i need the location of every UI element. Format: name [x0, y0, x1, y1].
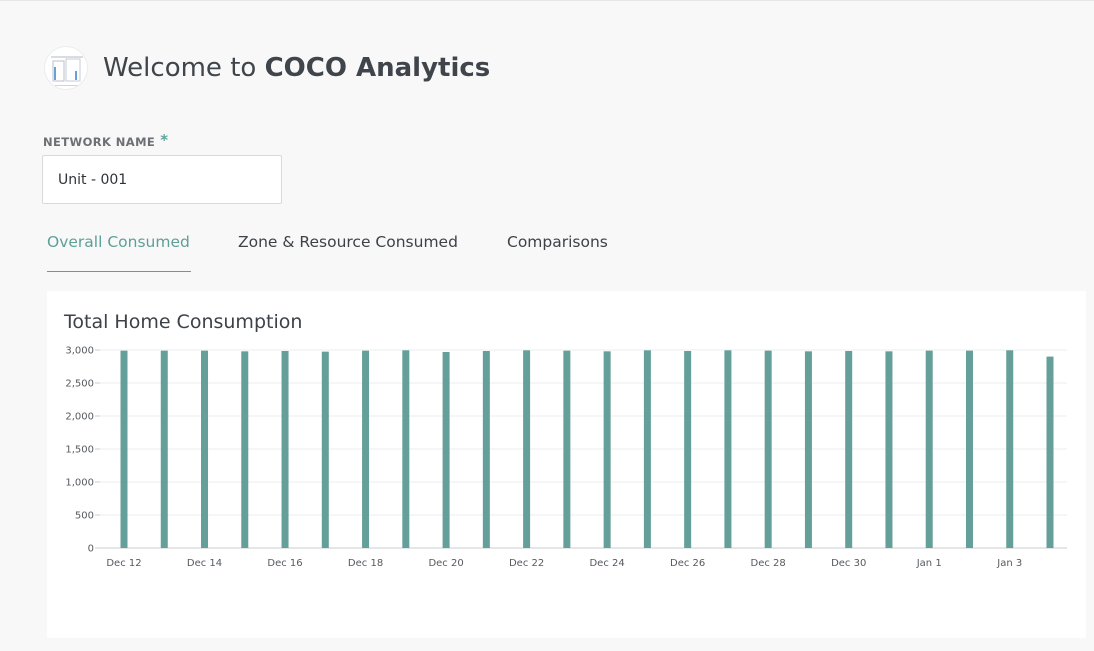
bar[interactable] — [120, 350, 128, 548]
y-tick-label: 0 — [88, 544, 94, 555]
bar[interactable] — [885, 351, 893, 548]
tab-overall-consumed[interactable]: Overall Consumed — [47, 224, 191, 272]
y-tick-label: 1,000 — [65, 478, 94, 489]
y-tick-label: 2,500 — [65, 379, 94, 390]
page-header: Welcome to COCO Analytics — [44, 44, 490, 92]
bar[interactable] — [201, 350, 209, 548]
x-tick-label: Jan 1 — [916, 558, 942, 569]
y-tick-label: 500 — [75, 511, 94, 522]
app-logo — [44, 46, 88, 90]
network-name-label-text: NETWORK NAME — [43, 135, 156, 149]
x-tick-label: Jan 3 — [996, 558, 1022, 569]
bar[interactable] — [845, 350, 853, 548]
bar[interactable] — [1046, 356, 1054, 548]
bar[interactable] — [965, 350, 973, 548]
y-tick-label: 2,000 — [65, 412, 94, 423]
bar[interactable] — [402, 350, 410, 548]
bar[interactable] — [804, 351, 812, 548]
bar[interactable] — [362, 350, 370, 548]
x-tick-label: Dec 24 — [589, 558, 624, 569]
x-tick-label: Dec 22 — [509, 558, 544, 569]
bar[interactable] — [482, 350, 490, 548]
x-tick-label: Dec 30 — [831, 558, 866, 569]
required-mark: * — [160, 131, 169, 149]
x-tick-label: Dec 18 — [348, 558, 383, 569]
chart-card: Total Home Consumption 0 500 1,000 1,500 2,0… — [47, 291, 1086, 638]
x-tick-label: Dec 26 — [670, 558, 705, 569]
bar[interactable] — [442, 351, 450, 548]
page-title: Welcome to COCO Analytics — [103, 53, 490, 83]
tab-comparisons[interactable]: Comparisons — [507, 233, 608, 251]
app-name: COCO Analytics — [264, 53, 491, 83]
bar[interactable] — [684, 350, 692, 548]
consumption-chart: 0 500 1,000 1,500 2,000 2,500 3,000 Dec 12 Dec 1… — [65, 346, 1067, 569]
bar[interactable] — [643, 350, 651, 548]
network-name-label: NETWORK NAME * — [43, 131, 169, 150]
top-divider — [0, 0, 1094, 1]
bar[interactable] — [281, 350, 289, 548]
bar[interactable] — [160, 350, 168, 548]
y-tick-label: 3,000 — [65, 346, 94, 357]
x-tick-label: Dec 12 — [106, 558, 141, 569]
x-tick-label: Dec 14 — [187, 558, 222, 569]
y-tick-label: 1,500 — [65, 445, 94, 456]
bar[interactable] — [925, 350, 933, 548]
bar[interactable] — [724, 350, 732, 548]
bar[interactable] — [563, 350, 571, 548]
bar[interactable] — [1006, 350, 1014, 548]
tab-zone-resource-consumed[interactable]: Zone & Resource Consumed — [238, 233, 458, 251]
bar[interactable] — [321, 351, 329, 548]
x-tick-label: Dec 28 — [751, 558, 786, 569]
bar[interactable] — [603, 351, 611, 548]
chart-title: Total Home Consumption — [64, 311, 303, 333]
network-name-input[interactable] — [42, 155, 282, 204]
bar[interactable] — [523, 350, 531, 548]
bar[interactable] — [241, 351, 249, 548]
welcome-prefix: Welcome to — [103, 53, 265, 83]
x-tick-label: Dec 16 — [267, 558, 302, 569]
x-tick-label: Dec 20 — [428, 558, 463, 569]
bar[interactable] — [764, 350, 772, 548]
